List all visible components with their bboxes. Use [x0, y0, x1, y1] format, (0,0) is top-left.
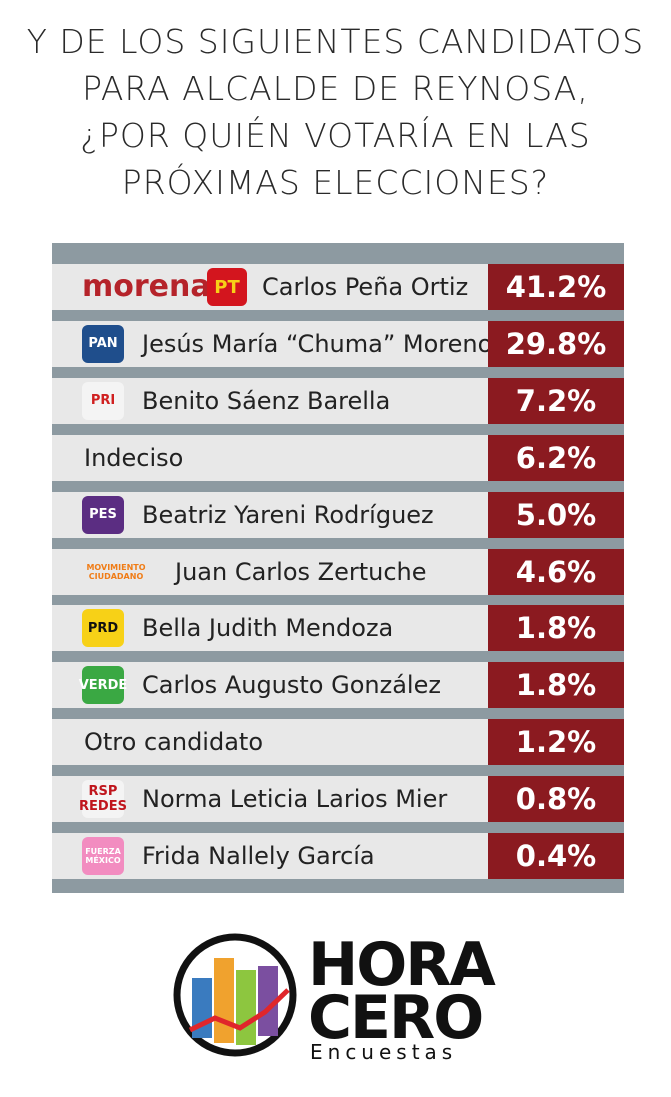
table-row: PES Beatriz Yareni Rodríguez 5.0%	[52, 491, 624, 538]
candidate-name: Norma Leticia Larios Mier	[142, 785, 448, 814]
party-logo-text: FUERZA	[85, 847, 121, 856]
candidate-name: Bella Judith Mendoza	[142, 614, 394, 643]
table-row: PRD Bella Judith Mendoza 1.8%	[52, 605, 624, 652]
party-logo-text: PAN	[88, 336, 118, 352]
party-logo: PRD	[82, 609, 124, 648]
party-logo: PRI	[82, 381, 124, 420]
candidate-name: Beatriz Yareni Rodríguez	[142, 500, 434, 529]
party-logo-text: PRD	[87, 620, 119, 636]
table-row: VERDE Carlos Augusto González 1.8%	[52, 662, 624, 709]
party-logo: PT	[207, 268, 247, 306]
party-logo: PAN	[82, 324, 124, 363]
party-logo-text: REDES	[79, 799, 127, 815]
party-logo: FUERZA MÉXICO	[82, 837, 124, 875]
candidate-name: Otro candidato	[84, 728, 264, 757]
title-line: PRÓXIMAS ELECCIONES?	[121, 163, 550, 202]
title-line: PARA ALCALDE DE REYNOSA,	[82, 69, 589, 108]
title-line: ¿POR QUIÉN VOTARÍA EN LAS	[80, 116, 591, 155]
candidate-name: Carlos Peña Ortiz	[262, 273, 469, 301]
table-row: RSP REDES Norma Leticia Larios Mier 0.8%	[52, 776, 624, 823]
percent: 4.6%	[488, 548, 624, 595]
party-logo-text: PES	[89, 507, 117, 523]
party-logo-text: morena	[82, 269, 211, 304]
percent: 7.2%	[488, 377, 624, 424]
party-logo-text: RSP	[88, 784, 118, 800]
table-row: FUERZA MÉXICO Frida Nallely García 0.4%	[52, 833, 624, 879]
party-logo-text: PRI	[90, 393, 116, 409]
percent: 29.8%	[488, 320, 624, 367]
percent: 6.2%	[488, 434, 624, 481]
candidate-name: Carlos Augusto González	[142, 671, 441, 700]
table-row: MOVIMIENTO CIUDADANO Juan Carlos Zertuche 4…	[52, 548, 624, 595]
percent: 1.8%	[488, 662, 624, 709]
percent: 0.8%	[488, 776, 624, 823]
percent: 0.4%	[488, 833, 624, 879]
brand-icon	[173, 933, 297, 1057]
title-line: Y DE LOS SIGUIENTES CANDIDATOS	[26, 22, 645, 61]
party-logo: RSP REDES	[79, 780, 127, 819]
candidate-name: Jesús María “Chuma” Moreno	[142, 329, 493, 358]
party-logo: MOVIMIENTO CIUDADANO	[82, 553, 150, 591]
candidate-name: Frida Nallely García	[142, 842, 375, 870]
percent: 41.2%	[488, 264, 624, 310]
candidate-name: Benito Sáenz Barella	[142, 386, 391, 415]
party-logo-text: MÉXICO	[85, 856, 121, 865]
party-logo: VERDE	[79, 666, 127, 705]
candidate-name: Indeciso	[84, 443, 184, 472]
brand-top: HORA	[308, 930, 496, 1000]
party-logo-text: VERDE	[78, 677, 128, 693]
party-logo: PES	[82, 495, 124, 534]
party-logo-text: CIUDADANO	[88, 571, 144, 581]
table-row: PRI Benito Sáenz Barella 7.2%	[52, 377, 624, 424]
table-row: PAN Jesús María “Chuma” Moreno 29.8%	[52, 320, 624, 367]
brand-bottom: CERO	[308, 983, 484, 1053]
party-logo-text: MOVIMIENTO	[86, 562, 146, 572]
table-row: morena PT Carlos Peña Ortiz 41.2%	[52, 264, 624, 310]
candidate-name: Juan Carlos Zertuche	[175, 557, 427, 586]
table-row: Indeciso 6.2%	[52, 434, 624, 481]
results-table: morena PT Carlos Peña Ortiz 41.2% PAN Jesús M…	[52, 243, 624, 893]
table-row: Otro candidato 1.2%	[52, 719, 624, 766]
brand-sub: Encuestas	[310, 1040, 458, 1064]
percent: 1.2%	[488, 719, 624, 766]
percent: 1.8%	[488, 605, 624, 652]
percent: 5.0%	[488, 491, 624, 538]
